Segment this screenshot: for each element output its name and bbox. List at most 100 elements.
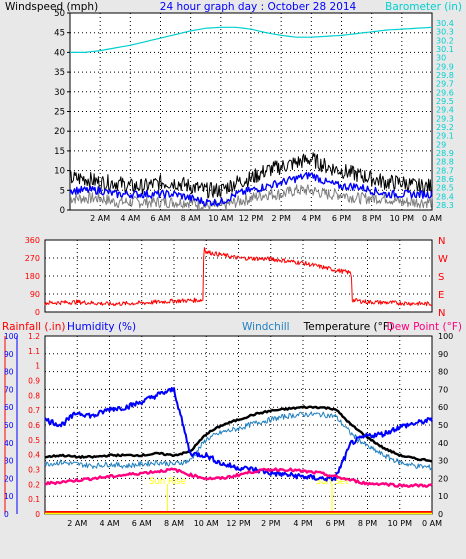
wind-x-tick-label: 8 PM	[362, 214, 381, 223]
barometer-tick-label: 28.3	[436, 201, 454, 210]
barometer-tick-label: 30.2	[436, 36, 454, 45]
temperature-x-tick-label: 4 AM	[99, 519, 119, 528]
humidity-tick-label: 70	[4, 385, 14, 394]
compass-tick-label: W	[438, 254, 448, 265]
wind-avg-line	[69, 171, 433, 207]
dewpoint-axis-label: Dew Point (°F)	[387, 321, 462, 333]
humidity-tick-label: 40	[4, 439, 14, 448]
wind-tick-label: 35	[54, 68, 65, 78]
wind-x-tick-label: 10 PM	[390, 214, 415, 223]
wind-tick-label: 40	[54, 48, 65, 58]
direction-tick-label: 360	[25, 236, 40, 245]
temperature-x-tick-label: 2 AM	[67, 519, 87, 528]
temperature-tick-label: 20	[438, 474, 448, 483]
barometer-tick-label: 30.4	[436, 19, 454, 28]
wind-x-tick-label: 6 AM	[150, 214, 170, 223]
temperature-tick-label: 100	[438, 332, 453, 341]
humidity-tick-label: 60	[4, 403, 14, 412]
rainfall-tick-label: 1	[35, 362, 40, 371]
temperature-x-tick-label: 6 PM	[326, 519, 345, 528]
sun-marker-label: Sun Rise	[149, 477, 186, 487]
temperature-x-tick-label: 10 AM	[194, 519, 219, 528]
barometer-tick-label: 30.1	[436, 45, 454, 54]
rainfall-tick-label: 0.3	[28, 466, 40, 475]
humidity-tick-label: 50	[4, 421, 14, 430]
rainfall-tick-label: 0.8	[28, 391, 40, 400]
direction-tick-label: 90	[30, 290, 40, 299]
barometer-tick-label: 28.4	[436, 192, 454, 201]
compass-tick-label: E	[438, 290, 444, 301]
windchill-line	[44, 411, 433, 471]
temperature-tick-label: 0	[438, 510, 443, 519]
chart-title: 24 hour graph day : October 28 2014	[160, 1, 357, 13]
temperature-line	[44, 405, 433, 463]
barometer-tick-label: 29.1	[436, 132, 454, 141]
wind-x-tick-label: 4 PM	[302, 214, 321, 223]
barometer-tick-label: 29.6	[436, 88, 454, 97]
rainfall-tick-label: 0.6	[28, 421, 40, 430]
rainfall-tick-label: 0.5	[28, 436, 40, 445]
barometer-tick-label: 30	[436, 54, 446, 63]
temperature-tick-label: 90	[438, 350, 448, 359]
wind-tick-label: 0	[60, 206, 65, 216]
temperature-x-tick-label: 8 PM	[358, 519, 377, 528]
barometer-tick-label: 30.3	[436, 28, 454, 37]
temperature-tick-label: 30	[438, 457, 448, 466]
wind-tick-label: 50	[54, 9, 65, 19]
humidity-tick-label: 100	[4, 332, 19, 341]
barometer-line	[70, 26, 433, 54]
wind-direction-line	[44, 247, 433, 307]
humidity-axis-label: Humidity (%)	[67, 321, 136, 333]
barometer-tick-label: 28.5	[436, 184, 454, 193]
temperature-tick-label: 60	[438, 403, 448, 412]
wind-tick-label: 5	[60, 186, 65, 196]
temperature-tick-label: 40	[438, 439, 448, 448]
humidity-tick-label: 80	[4, 368, 14, 377]
barometer-tick-label: 29.4	[436, 106, 454, 115]
wind-x-tick-label: 4 AM	[120, 214, 140, 223]
rainfall-axis-label: Rainfall (.in)	[2, 321, 65, 333]
wind-x-tick-label: 6 PM	[332, 214, 351, 223]
wind-tick-label: 10	[54, 167, 65, 177]
direction-tick-label: 270	[25, 254, 40, 263]
temperature-x-tick-label: 12 PM	[226, 519, 251, 528]
barometer-tick-label: 29.5	[436, 97, 454, 106]
windspeed-axis-label: Windspeed (mph)	[5, 1, 98, 13]
temperature-x-tick-label: 8 AM	[164, 519, 184, 528]
wind-x-tick-label: 0 AM	[422, 214, 442, 223]
dewpoint-line	[44, 467, 433, 488]
humidity-tick-label: 20	[4, 474, 14, 483]
compass-tick-label: S	[438, 272, 444, 283]
direction-tick-label: 180	[25, 272, 40, 281]
temperature-x-tick-label: 4 PM	[293, 519, 312, 528]
humidity-tick-label: 10	[4, 492, 14, 501]
chart-layer: 0510152025303540455028.328.428.528.628.7…	[4, 9, 454, 528]
rainfall-tick-label: 0.1	[28, 495, 40, 504]
sun-marker-label: Sun Set	[316, 477, 349, 487]
barometer-tick-label: 29.3	[436, 114, 454, 123]
rainfall-tick-label: 0.9	[28, 377, 40, 386]
wind-gust-line	[69, 152, 433, 199]
compass-tick-label: N	[438, 236, 445, 247]
temperature-axis-label: Temperature (°F)	[303, 321, 393, 333]
temperature-x-tick-label: 6 AM	[132, 519, 152, 528]
rainfall-tick-label: 0.7	[28, 406, 40, 415]
temperature-tick-label: 50	[438, 421, 448, 430]
windchill-label: Windchill	[242, 321, 290, 333]
wind-tick-label: 15	[54, 147, 65, 157]
barometer-tick-label: 28.8	[436, 158, 454, 167]
temperature-tick-label: 80	[438, 368, 448, 377]
wind-gust-gray-line	[69, 184, 433, 212]
barometer-tick-label: 29.7	[436, 80, 454, 89]
rainfall-tick-label: 0.2	[28, 480, 40, 489]
direction-tick-label: 0	[35, 308, 40, 317]
barometer-tick-label: 29	[436, 140, 446, 149]
rainfall-tick-label: 0.4	[28, 451, 40, 460]
temperature-x-tick-label: 0 AM	[422, 519, 442, 528]
wind-x-tick-label: 2 PM	[271, 214, 290, 223]
temperature-x-tick-label: 2 PM	[261, 519, 280, 528]
barometer-tick-label: 29.8	[436, 71, 454, 80]
barometer-tick-label: 28.7	[436, 166, 454, 175]
